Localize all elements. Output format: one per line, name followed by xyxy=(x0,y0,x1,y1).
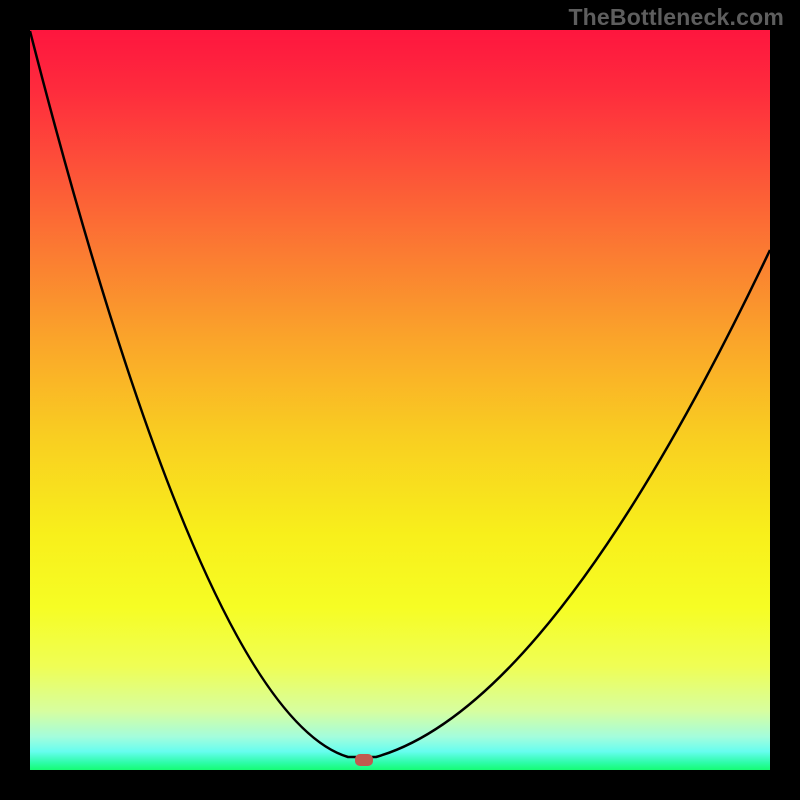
optimal-marker xyxy=(355,754,373,766)
watermark-text: TheBottleneck.com xyxy=(568,4,784,31)
plot-background xyxy=(30,30,770,770)
bottleneck-chart xyxy=(0,0,800,800)
